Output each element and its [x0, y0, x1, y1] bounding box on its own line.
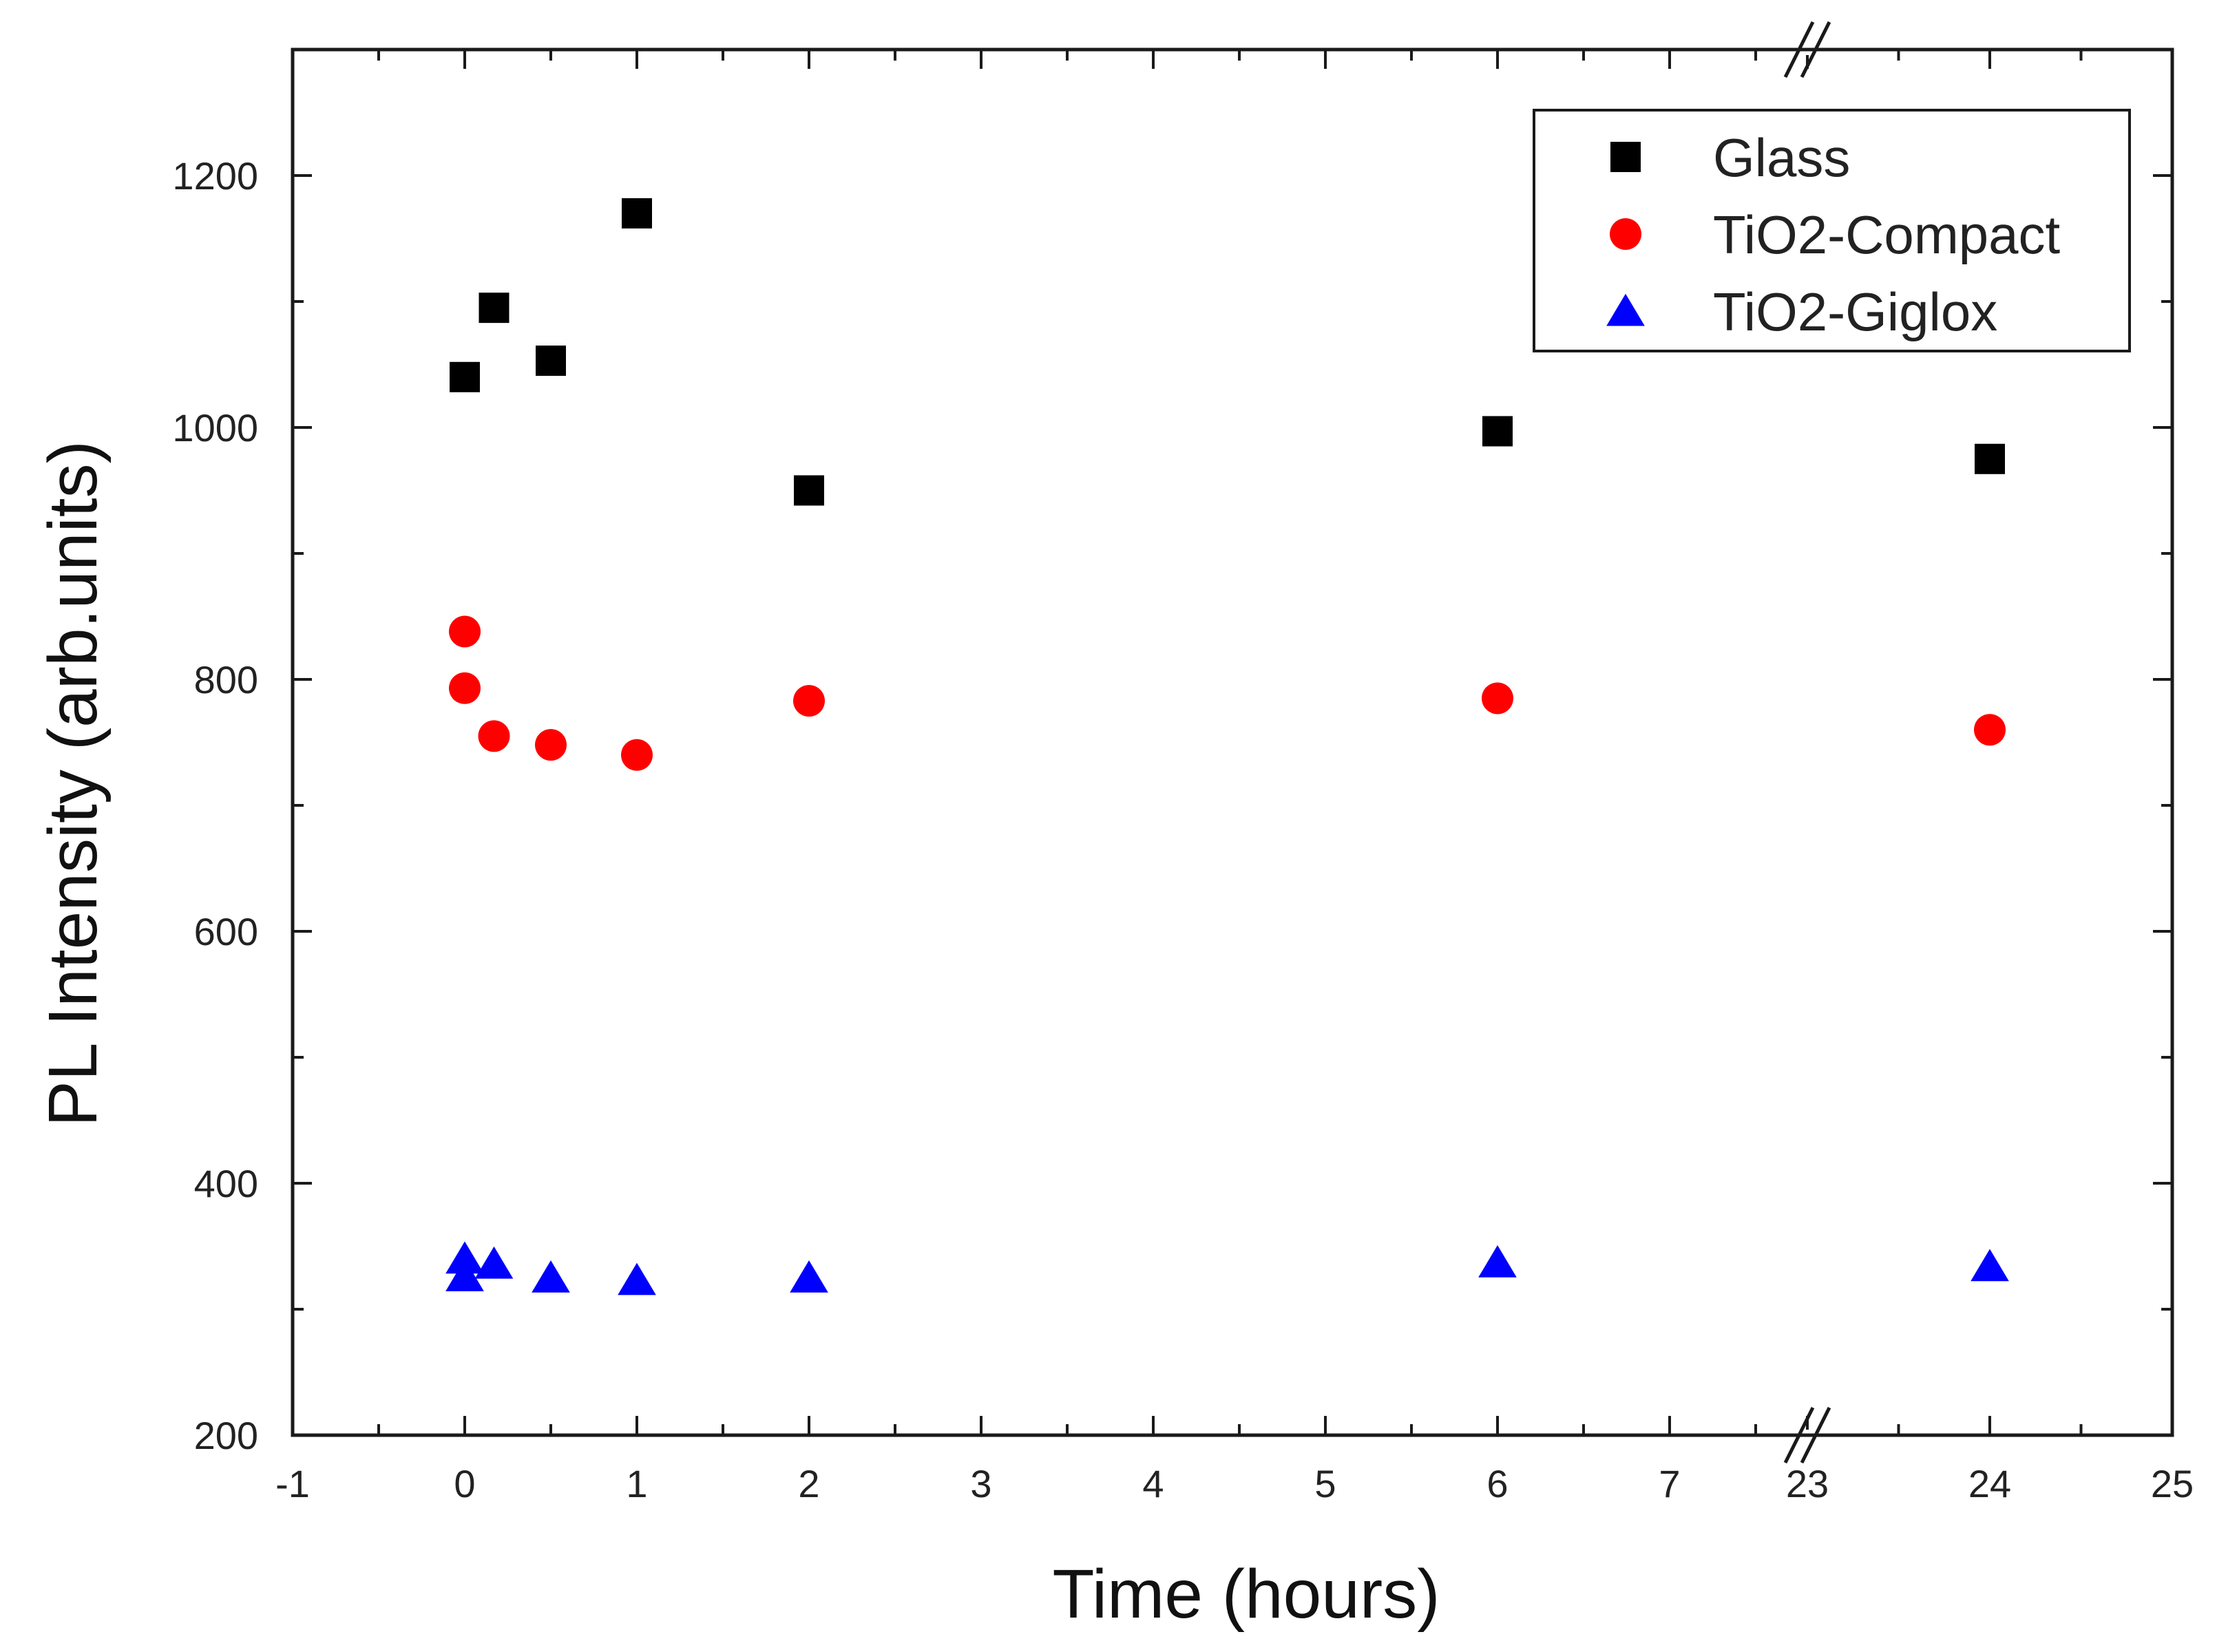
y-axis-title: PL Intensity (arb.units) [34, 441, 112, 1127]
y-tick-label: 600 [194, 910, 258, 953]
y-tick-label: 800 [194, 658, 258, 701]
data-point-tio2-giglox [1971, 1249, 2009, 1282]
data-point-tio2-compact [793, 685, 825, 717]
x-tick-label: 25 [2151, 1462, 2194, 1505]
data-point-tio2-giglox [1478, 1245, 1517, 1278]
y-tick-label: 1000 [172, 406, 258, 449]
data-point-tio2-compact [621, 739, 653, 771]
legend-label-glass: Glass [1713, 127, 1850, 188]
data-point-tio2-giglox [474, 1246, 514, 1279]
x-tick-label: -1 [275, 1462, 310, 1505]
data-point-tio2-giglox [445, 1241, 484, 1274]
x-tick-label: 2 [798, 1462, 819, 1505]
x-tick-label: 5 [1314, 1462, 1336, 1505]
legend-marker-glass [1610, 142, 1641, 172]
x-tick-label: 24 [1968, 1462, 2011, 1505]
data-point-tio2-giglox [618, 1262, 656, 1295]
legend: Glass TiO2-Compact TiO2-Giglox [1533, 109, 2131, 352]
x-tick-label: 23 [1786, 1462, 1829, 1505]
data-point-tio2-giglox [532, 1260, 570, 1293]
data-point-glass [1482, 416, 1513, 447]
data-point-tio2-compact [449, 672, 481, 704]
data-point-glass [479, 293, 509, 324]
data-point-glass [794, 475, 824, 506]
y-tick-label: 400 [194, 1162, 258, 1205]
legend-label-tio2-compact: TiO2-Compact [1713, 204, 2061, 265]
legend-marker-tio2-compact [1610, 218, 1641, 250]
data-point-glass [536, 346, 566, 377]
legend-marker-tio2-giglox [1606, 293, 1645, 326]
data-point-tio2-giglox [445, 1259, 484, 1291]
data-point-glass [450, 361, 480, 392]
plot-frame [291, 47, 2174, 1437]
x-tick-label: 0 [454, 1462, 475, 1505]
x-tick-label: 6 [1486, 1462, 1508, 1505]
data-point-glass [1975, 443, 2005, 474]
legend-label-tio2-giglox: TiO2-Giglox [1713, 282, 1997, 342]
data-point-glass [622, 198, 652, 229]
x-tick-label: 7 [1659, 1462, 1680, 1505]
data-point-tio2-compact [449, 615, 481, 648]
y-tick-label: 1200 [172, 154, 258, 198]
data-points [445, 198, 2009, 1295]
x-axis-title: Time (hours) [1052, 1556, 1440, 1633]
data-point-tio2-compact [1482, 682, 1513, 714]
data-point-tio2-giglox [790, 1260, 828, 1293]
data-point-tio2-compact [478, 720, 510, 752]
y-tick-label: 200 [194, 1414, 258, 1457]
x-tick-label: 1 [626, 1462, 647, 1505]
data-point-tio2-compact [535, 729, 567, 761]
x-tick-label: 3 [970, 1462, 991, 1505]
data-point-tio2-compact [1974, 714, 2006, 746]
x-tick-label: 4 [1142, 1462, 1164, 1505]
